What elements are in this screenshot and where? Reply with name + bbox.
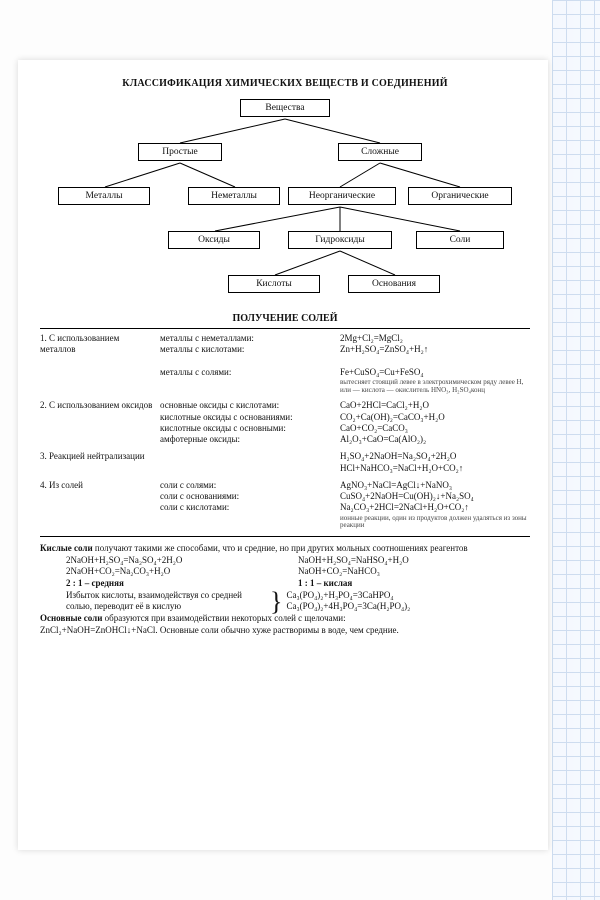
brace-equations: Ca₃(PO₄)₂+H₃PO₄=3CaHPO₄ Ca₃(PO₄)₂+4H₃PO₄…	[286, 590, 410, 613]
outro-rest: образуются при взаимодействии некоторых …	[105, 613, 346, 623]
classification-tree: Вещества Простые Сложные Металлы Неметал…	[40, 97, 530, 307]
footnote: вытесняет стоящий левее в электрохимичес…	[340, 379, 530, 394]
desc-line: металлы с солями:	[160, 367, 336, 378]
row-label: 1. С использованием металлов	[40, 333, 160, 356]
row-desc: соли с солями: соли с основаниями: соли …	[160, 480, 340, 514]
equation: Ca₃(PO₄)₂+H₃PO₄=3CaHPO₄	[286, 590, 410, 602]
equation: HCl+NaHCO₃=NaCl+H₂O+CO₂↑	[340, 463, 530, 474]
desc-line: основные оксиды с кислотами:	[160, 400, 336, 411]
row-equations: CaO+2HCl=CaCl₂+H₂O CO₂+Ca(OH)₂=CaCO₃+H₂O…	[340, 400, 530, 445]
tree-node-inorganic: Неорганические	[288, 187, 396, 205]
ratio: 1 : 1 – кислая	[298, 578, 530, 590]
tree-node-complex: Сложные	[338, 143, 422, 161]
equation: 2NaOH+CO₂=Na₂CO₃+H₂O	[66, 566, 298, 578]
row-desc: металлы с неметаллами: металлы с кислота…	[160, 333, 340, 378]
desc-line: амфотерные оксиды:	[160, 434, 336, 445]
desc-line: соли с основаниями:	[160, 491, 336, 502]
desc-line	[160, 356, 336, 367]
brace-block: Избыток кислоты, взаимодействуя со средн…	[40, 590, 530, 613]
equation: 2Mg+Cl₂=MgCl₂	[340, 333, 530, 344]
row-label: 4. Из солей	[40, 480, 160, 491]
equation: Zn+H₂SO₄=ZnSO₄+H₂↑	[340, 344, 530, 355]
paragraph: Кислые соли получают такими же способами…	[40, 543, 530, 555]
ratio: 2 : 1 – средняя	[66, 578, 298, 590]
brace-text: Избыток кислоты, взаимодействуя со средн…	[66, 590, 266, 613]
desc-line: соли с солями:	[160, 480, 336, 491]
document-sheet: КЛАССИФИКАЦИЯ ХИМИЧЕСКИХ ВЕЩЕСТВ И СОЕДИ…	[18, 60, 548, 850]
equation: 2NaOH+H₂SO₄=Na₂SO₄+2H₂O	[66, 555, 298, 567]
tree-node-hydroxides: Гидроксиды	[288, 231, 392, 249]
col-a: 2NaOH+H₂SO₄=Na₂SO₄+2H₂O 2NaOH+CO₂=Na₂CO₃…	[66, 555, 298, 590]
tree-node-salts: Соли	[416, 231, 504, 249]
row-equations: AgNO₃+NaCl=AgCl↓+NaNO₃ CuSO₄+2NaOH=Cu(OH…	[340, 480, 530, 530]
page: КЛАССИФИКАЦИЯ ХИМИЧЕСКИХ ВЕЩЕСТВ И СОЕДИ…	[0, 0, 600, 900]
paragraph: ZnCl₂+NaOH=ZnOHCl↓+NaCl. Основные соли о…	[40, 625, 530, 637]
paragraph: Основные соли образуются при взаимодейст…	[40, 613, 530, 625]
equation: CO₂+Ca(OH)₂=CaCO₃+H₂O	[340, 412, 530, 423]
section-heading-salts: ПОЛУЧЕНИЕ СОЛЕЙ	[40, 313, 530, 324]
tree-node-metals: Металлы	[58, 187, 150, 205]
salts-methods-table: 1. С использованием металлов металлы с н…	[40, 328, 530, 537]
col-b: NaOH+H₂SO₄=NaHSO₄+H₂O NaOH+CO₂=NaHCO₃ 1 …	[298, 555, 530, 590]
equation: Al₂O₃+CaO=Ca(AlO₂)₂	[340, 434, 530, 445]
desc-line: кислотные оксиды с основаниями:	[160, 412, 336, 423]
tree-node-simple: Простые	[138, 143, 222, 161]
equation: NaOH+CO₂=NaHCO₃	[298, 566, 530, 578]
equation	[340, 356, 530, 367]
tree-node-organic: Органические	[408, 187, 512, 205]
table-row: 3. Реакцией нейтрализации H₂SO₄+2NaOH=Na…	[40, 451, 530, 474]
tree-node-root: Вещества	[240, 99, 330, 117]
row-label: 2. С использованием оксидов	[40, 400, 160, 411]
equation: CaO+CO₂=CaCO₃	[340, 423, 530, 434]
row-equations: H₂SO₄+2NaOH=Na₂SO₄+2H₂O HCl+NaHCO₃=NaCl+…	[340, 451, 530, 474]
desc-line: кислотные оксиды с основными:	[160, 423, 336, 434]
equation: Na₂CO₃+2HCl=2NaCl+H₂O+CO₂↑	[340, 502, 530, 513]
brace-icon: }	[270, 594, 282, 610]
row-equations: 2Mg+Cl₂=MgCl₂ Zn+H₂SO₄=ZnSO₄+H₂↑ Fe+CuSO…	[340, 333, 530, 394]
equation: Ca₃(PO₄)₂+4H₃PO₄=3Ca(H₂PO₄)₂	[286, 601, 410, 613]
footnote: ионные реакции, один из продуктов должен…	[340, 515, 530, 530]
intro-rest: получают такими же способами, что и сред…	[95, 543, 468, 553]
tree-node-bases: Основания	[348, 275, 440, 293]
row-label: 3. Реакцией нейтрализации	[40, 451, 160, 462]
bottom-notes: Кислые соли получают такими же способами…	[40, 543, 530, 637]
equation: Fe+CuSO₄=Cu+FeSO₄	[340, 367, 530, 378]
grid-paper-edge	[552, 0, 600, 900]
table-row: 1. С использованием металлов металлы с н…	[40, 333, 530, 394]
equation: CaO+2HCl=CaCl₂+H₂O	[340, 400, 530, 411]
page-title: КЛАССИФИКАЦИЯ ХИМИЧЕСКИХ ВЕЩЕСТВ И СОЕДИ…	[40, 78, 530, 89]
table-row: 4. Из солей соли с солями: соли с основа…	[40, 480, 530, 530]
equation: H₂SO₄+2NaOH=Na₂SO₄+2H₂O	[340, 451, 530, 462]
equation: AgNO₃+NaCl=AgCl↓+NaNO₃	[340, 480, 530, 491]
tree-node-oxides: Оксиды	[168, 231, 260, 249]
equation: CuSO₄+2NaOH=Cu(OH)₂↓+Na₂SO₄	[340, 491, 530, 502]
desc-line: соли с кислотами:	[160, 502, 336, 513]
row-desc: основные оксиды с кислотами: кислотные о…	[160, 400, 340, 445]
desc-line: металлы с неметаллами:	[160, 333, 336, 344]
desc-line: металлы с кислотами:	[160, 344, 336, 355]
equation: NaOH+H₂SO₄=NaHSO₄+H₂O	[298, 555, 530, 567]
tree-node-acids: Кислоты	[228, 275, 320, 293]
table-row: 2. С использованием оксидов основные окс…	[40, 400, 530, 445]
tree-node-nonmetals: Неметаллы	[188, 187, 280, 205]
two-column-equations: 2NaOH+H₂SO₄=Na₂SO₄+2H₂O 2NaOH+CO₂=Na₂CO₃…	[40, 555, 530, 590]
